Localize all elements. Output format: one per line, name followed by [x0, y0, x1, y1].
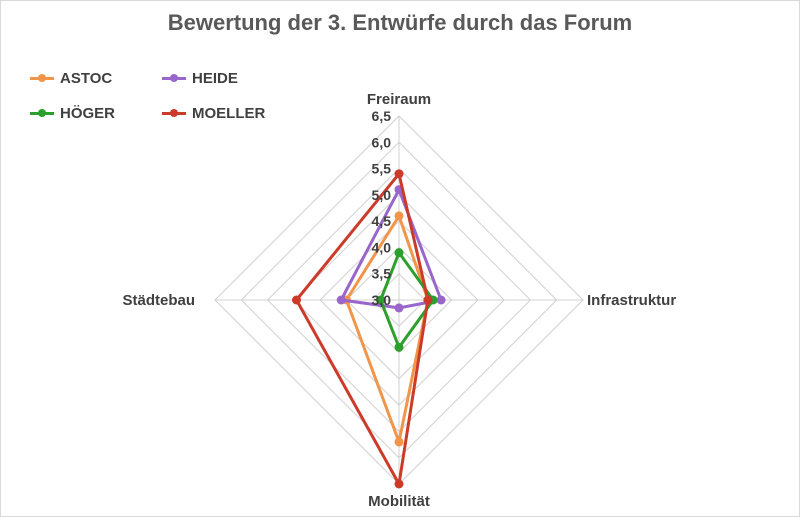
- legend-swatch: [30, 106, 54, 120]
- legend-label: ASTOC: [60, 69, 113, 87]
- axis-label: Mobilität: [368, 493, 430, 510]
- legend-swatch: [30, 71, 54, 85]
- series-point: [423, 295, 433, 305]
- legend-label: HEIDE: [192, 69, 238, 87]
- series-point: [394, 211, 404, 221]
- radar-series: [291, 169, 446, 489]
- series-point: [394, 248, 404, 258]
- legend-swatch: [162, 71, 186, 85]
- legend-marker: [38, 109, 46, 117]
- chart-title: Bewertung der 3. Entwürfe durch das Foru…: [167, 10, 633, 35]
- tick-label: 6,5: [372, 108, 392, 124]
- series-point: [394, 437, 404, 447]
- legend-item-astoc[interactable]: ASTOC: [30, 69, 112, 87]
- series-point: [394, 342, 404, 352]
- axis-label: Infrastruktur: [587, 292, 676, 309]
- series-point: [436, 295, 446, 305]
- tick-label: 4,0: [372, 239, 392, 255]
- series-point: [291, 295, 301, 305]
- tick-label: 5,0: [372, 187, 392, 203]
- axis-label: Städtebau: [122, 292, 195, 309]
- legend-marker: [170, 74, 178, 82]
- tick-label: 5,5: [372, 161, 392, 177]
- tick-label: 3,5: [372, 266, 392, 282]
- legend-item-moeller[interactable]: MOELLER: [162, 104, 265, 122]
- tick-label: 6,0: [372, 134, 392, 150]
- series-point: [376, 295, 386, 305]
- legend-marker: [170, 109, 178, 117]
- radar-tick-labels: 3,0 3,5 4,0 4,5 5,0 5,5 6,0 6,5: [372, 108, 392, 308]
- series-point: [394, 303, 404, 313]
- legend-swatch: [162, 106, 186, 120]
- series-point: [336, 295, 346, 305]
- series-line: [294, 172, 430, 486]
- series-point: [394, 479, 404, 489]
- legend-label: MOELLER: [192, 104, 266, 122]
- tick-label: 4,5: [372, 213, 392, 229]
- legend-item-heide[interactable]: HEIDE: [162, 69, 238, 87]
- tick-label: 3,0: [372, 292, 392, 308]
- series-point: [394, 169, 404, 179]
- axis-label: Freiraum: [367, 91, 431, 108]
- radar-axis-labels: Freiraum Infrastruktur Mobilität Städtebau: [122, 91, 676, 510]
- legend-marker: [38, 74, 46, 82]
- legend-item-hoger[interactable]: HÖGER: [30, 104, 115, 122]
- legend-label: HÖGER: [60, 104, 116, 122]
